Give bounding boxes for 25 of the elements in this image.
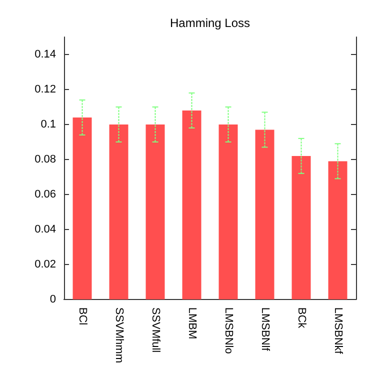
bar [72, 117, 92, 300]
bar [292, 156, 311, 300]
y-tick-label: 0.08 [34, 153, 56, 166]
x-tick-label: BCl [76, 307, 88, 326]
y-tick-label: 0.06 [34, 188, 56, 200]
x-tick-label: LMSBNlf [258, 307, 271, 352]
x-tick-label: LMSBNkf [332, 307, 344, 355]
bar [218, 124, 238, 300]
y-tick-label: 0.02 [34, 258, 56, 270]
bar [328, 161, 348, 300]
y-tick-label: 0.12 [34, 83, 56, 96]
x-tick-label: LMSBNlo [222, 307, 234, 354]
bar [146, 124, 165, 300]
y-tick-label: 0.04 [34, 223, 56, 236]
y-tick-label: 0.1 [40, 118, 56, 130]
y-tick-label: 0.14 [34, 48, 56, 60]
bar [182, 110, 202, 300]
chart-title: Hamming Loss [170, 16, 250, 30]
bar [255, 130, 274, 300]
bar [109, 124, 128, 300]
y-tick-label: 0 [50, 293, 56, 306]
x-tick-label: BCk [295, 307, 308, 329]
x-tick-label: SSVMhmm [112, 307, 125, 364]
x-tick-label: SSVMfull [149, 307, 162, 353]
x-tick-label: LMBM [186, 307, 198, 340]
